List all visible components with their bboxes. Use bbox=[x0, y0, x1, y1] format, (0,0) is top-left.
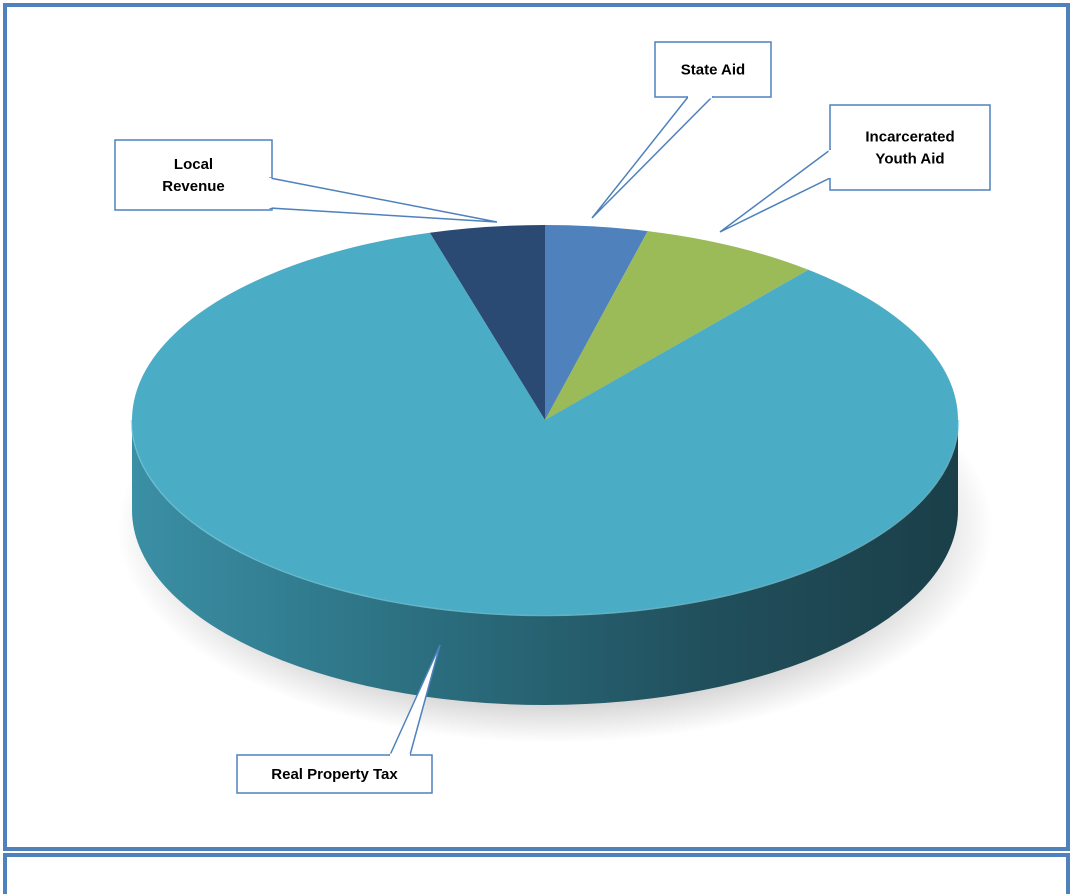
callout-box bbox=[114, 139, 273, 211]
callout-label-line: Youth Aid bbox=[875, 151, 944, 168]
pie-slice-local-revenue bbox=[429, 225, 545, 420]
pie-slices bbox=[132, 225, 959, 615]
callout-local-revenue: Local Revenue bbox=[114, 139, 498, 223]
pie-slice-incarcerated-youth-aid bbox=[545, 231, 809, 420]
bottom-frame bbox=[3, 853, 1070, 894]
callout-real-property-tax: Real Property Tax bbox=[236, 644, 441, 794]
callout-pointer bbox=[591, 96, 714, 219]
callout-box bbox=[829, 104, 991, 191]
pie-slice-state-aid bbox=[545, 225, 648, 420]
callout-label-line: Revenue bbox=[162, 178, 225, 195]
callout-pointer bbox=[719, 148, 831, 233]
callout-incarcerated-youth-aid: Incarcerated Youth Aid bbox=[719, 104, 991, 233]
callout-label-line: State Aid bbox=[681, 62, 745, 79]
pie-side-wall bbox=[132, 420, 958, 705]
callout-pointer bbox=[269, 177, 498, 223]
callout-label-line: Incarcerated bbox=[865, 129, 954, 146]
pie-slice-real-property-tax bbox=[132, 232, 959, 615]
callout-state-aid: State Aid bbox=[591, 41, 772, 219]
callout-box bbox=[236, 754, 433, 794]
callout-label-line: Local bbox=[174, 156, 213, 173]
callout-box bbox=[654, 41, 772, 98]
pie-callouts: Local Revenue State Aid Incarcerated Youth A… bbox=[114, 41, 991, 794]
callout-label-line: Real Property Tax bbox=[271, 766, 398, 783]
